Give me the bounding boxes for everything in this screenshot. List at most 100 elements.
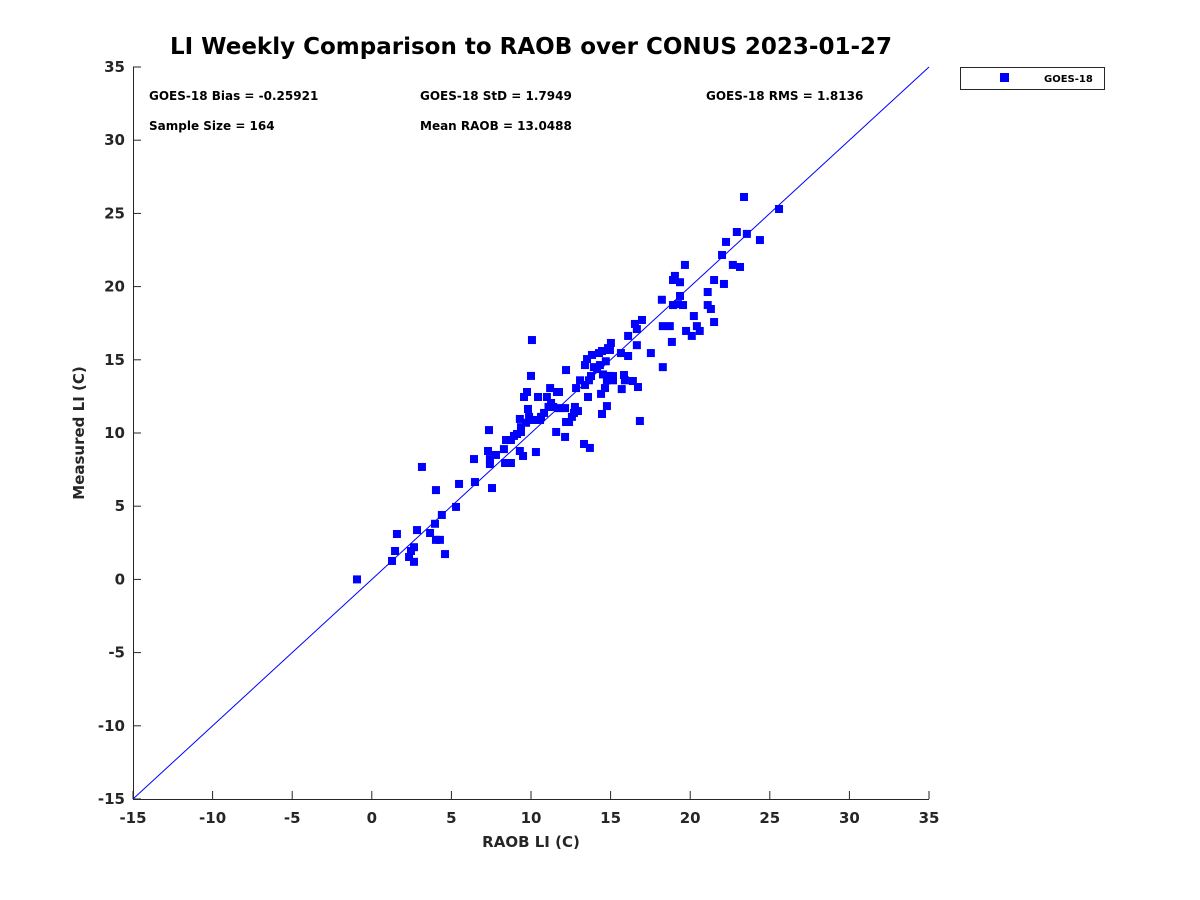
- y-tick-label: 35: [104, 58, 125, 76]
- data-point: [608, 376, 617, 385]
- data-point: [555, 388, 564, 397]
- data-point: [546, 384, 555, 393]
- data-point: [519, 451, 528, 460]
- x-tick-label: 0: [367, 809, 377, 827]
- data-point: [531, 448, 540, 457]
- data-point: [576, 376, 585, 385]
- data-point: [679, 301, 688, 310]
- data-point: [499, 445, 508, 454]
- data-point: [413, 526, 422, 535]
- data-point: [516, 423, 525, 432]
- data-point: [597, 389, 606, 398]
- data-point: [526, 415, 535, 424]
- data-point: [530, 415, 539, 424]
- data-point: [542, 392, 551, 401]
- data-point: [616, 349, 625, 358]
- data-point: [554, 404, 563, 413]
- data-point: [484, 426, 493, 435]
- data-point: [452, 502, 461, 511]
- data-point: [534, 392, 543, 401]
- x-tick-label: 20: [680, 809, 701, 827]
- data-point: [516, 427, 525, 436]
- data-point: [431, 519, 440, 528]
- data-point: [585, 443, 594, 452]
- data-point: [441, 550, 450, 559]
- data-point: [676, 278, 685, 287]
- data-point: [667, 337, 676, 346]
- data-point: [605, 345, 614, 354]
- axes: -15 -10 -5 0 5 10 15 20 25 30 35 -15 -10 -5 0 5 10 15 20 25…: [98, 58, 940, 827]
- data-point: [570, 402, 579, 411]
- data-point: [527, 336, 536, 345]
- data-point: [601, 384, 610, 393]
- y-tick-label: -5: [108, 644, 125, 662]
- data-point: [409, 543, 418, 552]
- data-point: [519, 392, 528, 401]
- data-point: [487, 484, 496, 493]
- data-point: [562, 366, 571, 375]
- y-tick-label: -10: [98, 717, 125, 735]
- data-point: [742, 229, 751, 238]
- data-point: [598, 370, 607, 379]
- sample-size-annotation: Sample Size = 164: [149, 119, 275, 133]
- rms-annotation: GOES-18 RMS = 1.8136: [706, 89, 863, 103]
- data-point: [485, 455, 494, 464]
- data-point: [437, 510, 446, 519]
- x-axis-label: RAOB LI (C): [482, 833, 580, 851]
- data-point: [527, 371, 535, 380]
- data-point: [657, 295, 666, 304]
- data-point: [637, 315, 646, 324]
- y-axis-label: Measured LI (C): [70, 366, 88, 499]
- data-point: [673, 300, 682, 309]
- legend-entry: GOES-18: [1044, 74, 1093, 85]
- data-point: [628, 377, 637, 386]
- x-tick-label: 10: [521, 809, 542, 827]
- data-point: [602, 376, 611, 385]
- data-point: [580, 361, 589, 370]
- chart-title: LI Weekly Comparison to RAOB over CONUS …: [170, 34, 892, 60]
- x-tick-label: -5: [284, 809, 301, 827]
- data-point: [435, 535, 444, 544]
- data-point: [646, 349, 655, 358]
- data-point: [409, 557, 418, 566]
- data-point: [506, 459, 515, 468]
- y-tick-label: -15: [98, 790, 125, 808]
- data-point: [561, 404, 570, 413]
- data-point: [728, 260, 737, 269]
- data-point: [732, 227, 741, 236]
- data-point: [523, 404, 532, 413]
- data-point: [665, 322, 674, 331]
- data-point: [595, 361, 604, 370]
- x-tick-label: 25: [759, 809, 780, 827]
- data-point: [658, 322, 667, 331]
- data-point: [552, 427, 561, 436]
- data-point: [755, 236, 764, 245]
- x-tick-label: 35: [919, 809, 940, 827]
- std-annotation: GOES-18 StD = 1.7949: [420, 89, 572, 103]
- data-point: [617, 385, 626, 394]
- data-point: [710, 276, 719, 285]
- x-tick-label: 15: [600, 809, 621, 827]
- data-point: [601, 357, 610, 366]
- data-point: [710, 318, 719, 327]
- data-point: [619, 371, 628, 380]
- data-point: [695, 326, 704, 335]
- data-point: [632, 325, 641, 334]
- data-point: [602, 402, 611, 411]
- data-point: [506, 436, 515, 445]
- y-tick-label: 5: [115, 497, 125, 515]
- data-point: [598, 347, 607, 356]
- data-point: [540, 408, 549, 417]
- data-point: [391, 546, 400, 555]
- legend: GOES-18: [960, 67, 1105, 90]
- data-point: [561, 432, 570, 441]
- data-point: [775, 205, 784, 214]
- y-tick-label: 15: [104, 351, 125, 369]
- x-tick-label: 30: [839, 809, 860, 827]
- y-tick-label: 10: [104, 424, 125, 442]
- data-point: [352, 575, 361, 584]
- data-point: [515, 414, 524, 423]
- x-tick-label: 5: [446, 809, 456, 827]
- data-point: [722, 237, 731, 246]
- data-point: [598, 409, 607, 418]
